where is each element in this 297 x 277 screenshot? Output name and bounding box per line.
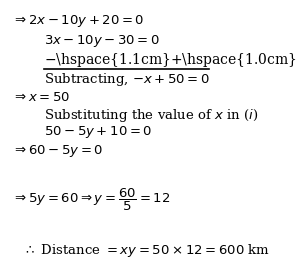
Text: $3x - 10y - 30 = 0$: $3x - 10y - 30 = 0$ [44, 33, 160, 49]
Text: $\Rightarrow x = 50$: $\Rightarrow x = 50$ [12, 91, 70, 104]
Text: Substituting the value of $x$ in ($i$): Substituting the value of $x$ in ($i$) [44, 107, 258, 124]
Text: $\Rightarrow 2x - 10y + 20 = 0$: $\Rightarrow 2x - 10y + 20 = 0$ [12, 12, 144, 29]
Text: Subtracting, $-x + 50 = 0$: Subtracting, $-x + 50 = 0$ [44, 71, 210, 88]
Text: $-$\hspace{1.1cm}$+$\hspace{1.0cm}$+$: $-$\hspace{1.1cm}$+$\hspace{1.0cm}$+$ [44, 51, 297, 69]
Text: $\Rightarrow 60 - 5y = 0$: $\Rightarrow 60 - 5y = 0$ [12, 143, 104, 159]
Text: $\Rightarrow 5y = 60 \Rightarrow y = \dfrac{60}{5} = 12$: $\Rightarrow 5y = 60 \Rightarrow y = \df… [12, 187, 170, 213]
Text: $50 - 5y + 10 = 0$: $50 - 5y + 10 = 0$ [44, 124, 152, 140]
Text: $\therefore$ Distance $= xy = 50 \times 12 = 600$ km: $\therefore$ Distance $= xy = 50 \times … [23, 242, 270, 260]
